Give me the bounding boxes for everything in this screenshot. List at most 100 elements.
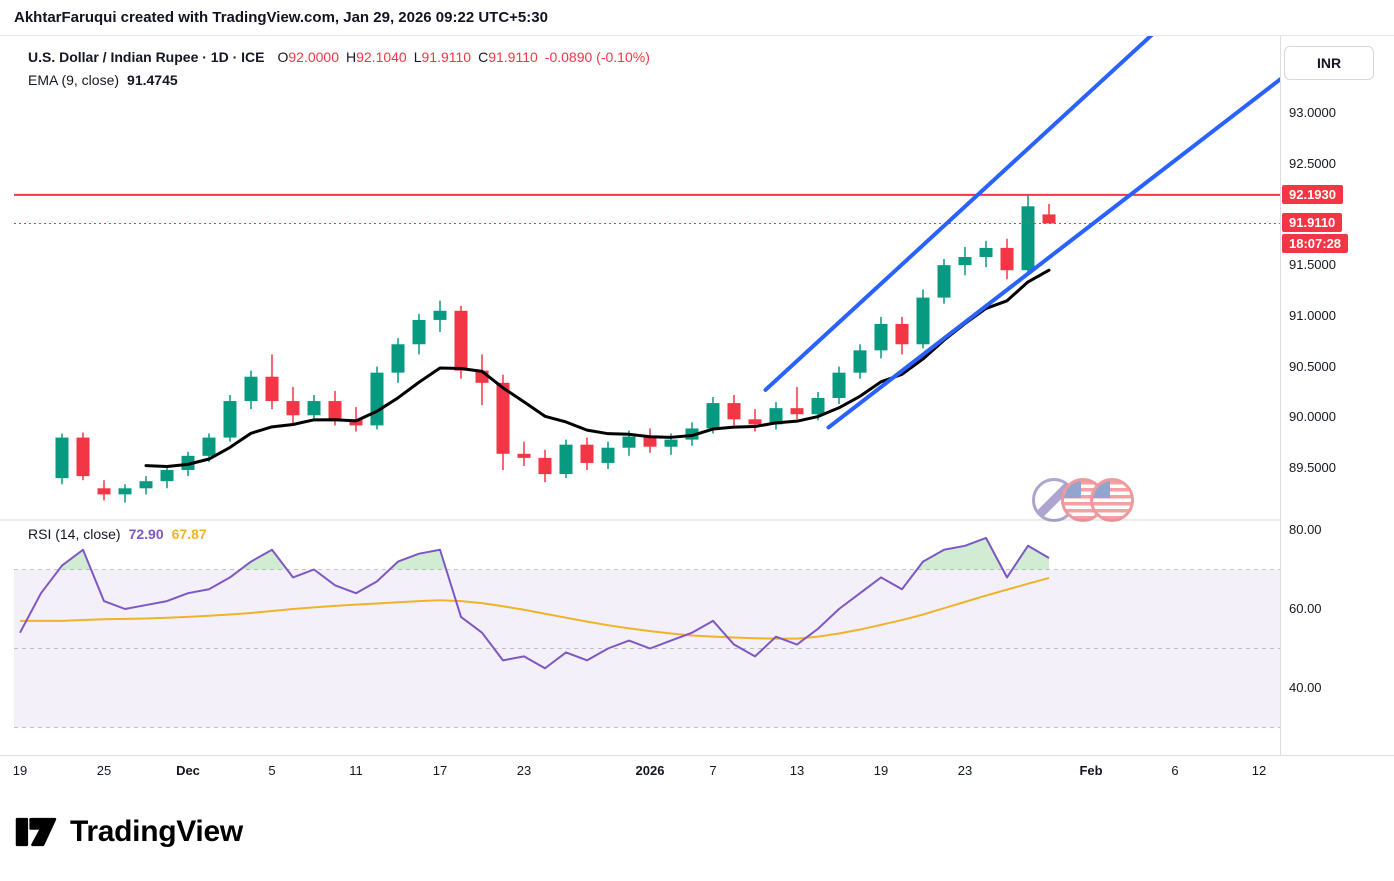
trendline-2[interactable]: [826, 71, 1281, 430]
time-tick-label: 6: [1171, 763, 1179, 778]
time-tick-label: Dec: [176, 763, 200, 778]
price-tick-label: 90.0000: [1289, 409, 1336, 425]
candle-body: [643, 436, 657, 447]
candle-body: [97, 488, 111, 495]
ema-legend-row[interactable]: EMA (9, close) 91.4745: [28, 69, 650, 92]
candle-body: [1000, 247, 1014, 271]
candle-body: [979, 247, 993, 258]
ohlc-low-label: L: [413, 49, 422, 65]
candle-body: [1042, 214, 1056, 224]
time-tick-label: 19: [873, 763, 889, 778]
main-legend: U.S. Dollar / Indian Rupee · 1D · ICE O92…: [28, 46, 650, 92]
candle-body: [76, 437, 90, 477]
time-tick-label: 7: [709, 763, 717, 778]
candle-body: [853, 350, 867, 373]
time-tick-label: 17: [432, 763, 448, 778]
rsi-line: [19, 536, 1050, 670]
time-tick-label: 23: [516, 763, 532, 778]
price-tick-label: 91.5000: [1289, 257, 1336, 273]
time-tick-label: 19: [12, 763, 28, 778]
rsi-tick-label: 60.00: [1289, 601, 1322, 616]
rsi-tick-label: 80.00: [1289, 522, 1322, 537]
candle-body: [244, 376, 258, 402]
rsi-ma-value: 67.87: [171, 526, 207, 542]
rsi-tick-label: 40.00: [1289, 680, 1322, 695]
candle-body: [790, 408, 804, 415]
candle-body: [202, 437, 216, 456]
time-tick-label: 11: [349, 763, 363, 778]
last-price-badge: 91.9110: [1282, 213, 1343, 233]
currency-toggle-button[interactable]: INR: [1284, 46, 1374, 80]
symbol-legend-row[interactable]: U.S. Dollar / Indian Rupee · 1D · ICE O92…: [28, 46, 650, 69]
candle-body: [1021, 206, 1035, 271]
price-tick-label: 93.0000: [1289, 105, 1336, 120]
candle-body: [559, 444, 573, 475]
candle-body: [223, 401, 237, 438]
candle-body: [748, 419, 762, 425]
ohlc-high-value: 92.1040: [356, 49, 407, 65]
candle-body: [496, 382, 510, 454]
tradingview-logo[interactable]: TradingView: [14, 810, 243, 854]
candle-body: [811, 398, 825, 415]
candle-body: [118, 488, 132, 495]
price-tick-label: 91.0000: [1289, 307, 1336, 323]
ohlc-low-value: 91.9110: [421, 49, 472, 65]
bar-countdown-badge: 18:07:28: [1282, 234, 1349, 254]
candle-body: [769, 408, 783, 425]
candle-body: [706, 403, 720, 429]
symbol-title[interactable]: U.S. Dollar / Indian Rupee · 1D · ICE: [28, 49, 265, 65]
candle-body: [727, 403, 741, 420]
candle-body: [580, 444, 594, 463]
candle-body: [937, 265, 951, 298]
attribution-text: AkhtarFaruqui created with TradingView.c…: [14, 9, 548, 26]
price-chart-canvas[interactable]: [0, 36, 1280, 755]
candle-body: [622, 436, 636, 448]
rsi-ma-line: [20, 576, 1050, 640]
rsi-overbought-fill: [20, 537, 1049, 570]
candle-body: [265, 376, 279, 402]
candle-body: [454, 310, 468, 371]
candle-body: [601, 447, 615, 463]
candle-body: [916, 297, 930, 345]
candle-body: [895, 323, 909, 345]
rsi-legend-row[interactable]: RSI (14, close) 72.90 67.87: [28, 526, 207, 542]
candle-body: [412, 319, 426, 345]
price-tick-label: 89.5000: [1289, 460, 1336, 475]
time-tick-label: 23: [957, 763, 973, 778]
time-axis-border: [0, 755, 1394, 756]
time-tick-label: 25: [96, 763, 112, 778]
candle-body: [328, 401, 342, 420]
time-tick-label: Feb: [1079, 763, 1103, 778]
price-tick-label: 90.5000: [1289, 358, 1336, 374]
candle-body: [538, 457, 552, 475]
time-tick-label: 5: [268, 763, 276, 778]
candle-body: [139, 481, 153, 489]
ohlc-high-label: H: [345, 49, 357, 65]
candle-body: [160, 470, 174, 482]
price-tick-label: 92.5000: [1289, 155, 1336, 171]
resistance-price-badge: 92.1930: [1282, 184, 1343, 204]
tradingview-brand-text: TradingView: [70, 815, 243, 848]
ema-value: 91.4745: [127, 72, 178, 88]
candle-body: [391, 344, 405, 373]
ohlc-open-value: 92.0000: [288, 49, 339, 65]
candle-body: [55, 437, 69, 479]
rsi-label: RSI (14, close): [28, 526, 121, 542]
candle-body: [517, 453, 531, 458]
price-axis[interactable]: INR 93.0000 92.5000 91.5000 91.0000 90.5000 9…: [1280, 0, 1394, 881]
candle-body: [664, 439, 678, 447]
time-tick-label: 2026: [635, 763, 665, 778]
ohlc-open-label: O: [277, 49, 289, 65]
tradingview-logo-mark-icon: [15, 817, 57, 847]
ema-label: EMA (9, close): [28, 72, 120, 88]
ema-line: [144, 268, 1051, 469]
rsi-value: 72.90: [128, 526, 164, 542]
price-axis-border: [1280, 36, 1281, 755]
attribution-header: AkhtarFaruqui created with TradingView.c…: [0, 0, 1394, 36]
usd-flag-icon: [1090, 478, 1134, 522]
time-axis[interactable]: 19 25 Dec 5 11 17 23 2026 7 13 19 23 Feb 6 12: [0, 756, 1280, 788]
candle-body: [307, 401, 321, 416]
trendline-1[interactable]: [763, 36, 1155, 392]
ohlc-close-value: 91.9110: [488, 49, 538, 65]
time-tick-label: 12: [1251, 763, 1267, 778]
